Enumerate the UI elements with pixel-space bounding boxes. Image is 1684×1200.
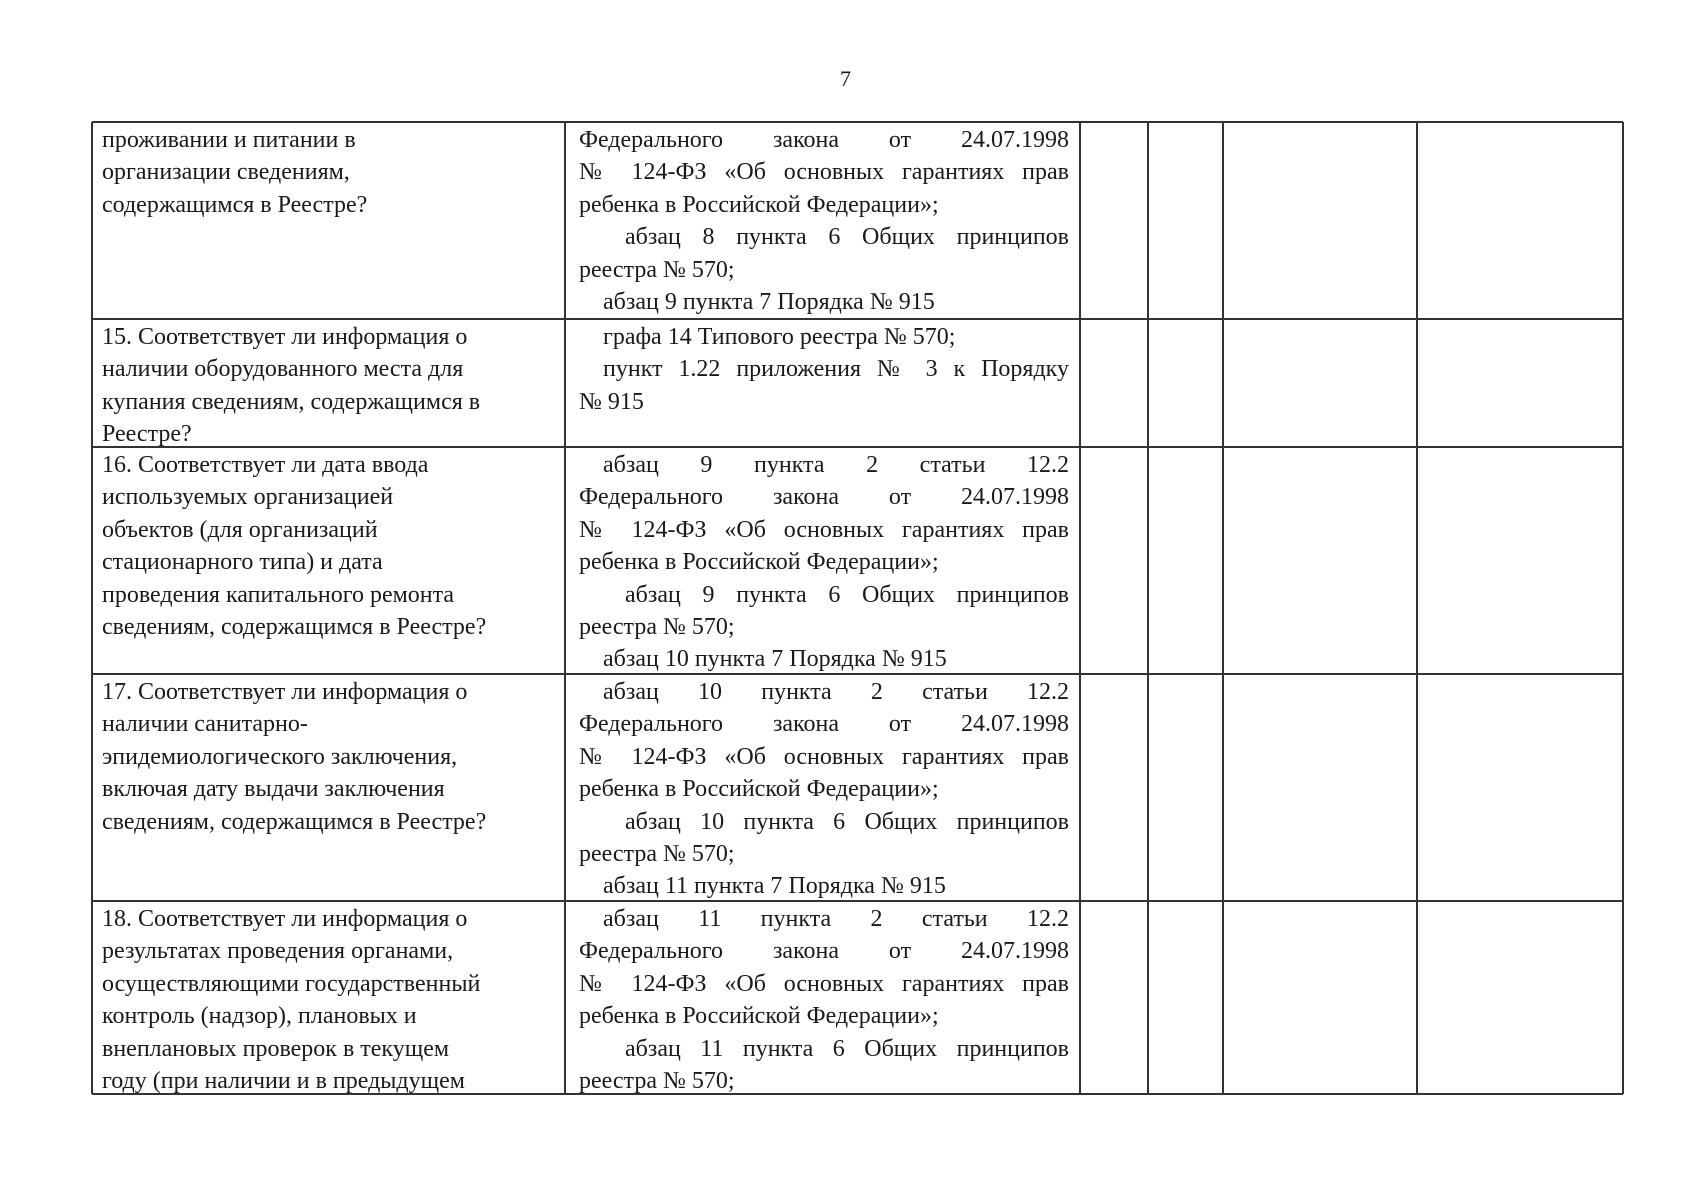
- question-line: проживании и питании в: [102, 127, 356, 153]
- question-line: сведениям, содержащимся в Реестре?: [102, 808, 487, 835]
- legal-basis-line: абзац 10 пункта 6 Общих принципов: [625, 808, 1069, 835]
- question-line: используемых организацией: [102, 484, 394, 511]
- legal-basis-line: № 124-ФЗ «Об основных гарантиях прав: [579, 159, 1069, 186]
- question-line: наличии оборудованного места для: [102, 356, 464, 383]
- row-divider: [92, 446, 1623, 448]
- question-cell: 18. Соответствует ли информация о результ…: [102, 903, 557, 1097]
- question-line: 15. Соответствует ли информация о: [102, 324, 468, 350]
- legal-basis-line: абзац 10 пункта 7 Порядка № 915: [603, 646, 947, 673]
- checklist-table: проживании и питании в организации сведен…: [91, 121, 1624, 1097]
- legal-basis-line: пункт 1.22 приложения № 3 к Порядку: [603, 356, 1069, 383]
- legal-basis-line: абзац 9 пункта 6 Общих принципов: [625, 581, 1069, 608]
- legal-basis-line: абзац 9 пункта 7 Порядка № 915: [603, 289, 935, 316]
- question-cell: проживании и питании в организации сведен…: [102, 124, 557, 221]
- question-line: году (при наличии и в предыдущем: [102, 1068, 465, 1095]
- legal-basis-line: Федерального закона от 24.07.1998: [579, 938, 1069, 965]
- legal-basis-line: реестра № 570;: [579, 1068, 735, 1095]
- legal-basis-line: графа 14 Типового реестра № 570;: [603, 324, 956, 350]
- column-divider: [1079, 122, 1081, 1094]
- row-divider: [92, 121, 1623, 123]
- legal-basis-cell: Федерального закона от 24.07.1998 № 124-Ф…: [579, 124, 1069, 318]
- legal-basis-line: ребенка в Российской Федерации»;: [579, 776, 939, 803]
- row-divider: [92, 318, 1623, 320]
- question-line: внеплановых проверок в текущем: [102, 1035, 450, 1062]
- legal-basis-line: реестра № 570;: [579, 614, 735, 641]
- legal-basis-cell: абзац 11 пункта 2 статьи 12.2 Федеральног…: [579, 903, 1069, 1097]
- question-cell: 17. Соответствует ли информация о наличии…: [102, 676, 557, 838]
- legal-basis-line: № 124-ФЗ «Об основных гарантиях прав: [579, 743, 1069, 770]
- legal-basis-line: № 124-ФЗ «Об основных гарантиях прав: [579, 516, 1069, 543]
- question-cell: 16. Соответствует ли дата ввода используе…: [102, 449, 557, 643]
- question-line: 16. Соответствует ли дата ввода: [102, 452, 429, 478]
- legal-basis-cell: абзац 10 пункта 2 статьи 12.2 Федеральног…: [579, 676, 1069, 903]
- legal-basis-line: реестра № 570;: [579, 841, 735, 868]
- legal-basis-line: Федерального закона от 24.07.1998: [579, 127, 1069, 153]
- column-divider: [91, 122, 93, 1094]
- question-line: Реестре?: [102, 421, 192, 448]
- legal-basis-line: абзац 10 пункта 2 статьи 12.2: [603, 679, 1069, 705]
- legal-basis-line: № 915: [579, 388, 644, 415]
- question-line: сведениям, содержащимся в Реестре?: [102, 614, 487, 641]
- row-divider: [92, 673, 1623, 675]
- question-line: включая дату выдачи заключения: [102, 776, 445, 803]
- question-line: эпидемиологического заключения,: [102, 743, 458, 770]
- legal-basis-line: ребенка в Российской Федерации»;: [579, 549, 939, 576]
- legal-basis-line: Федерального закона от 24.07.1998: [579, 484, 1069, 511]
- question-line: проведения капитального ремонта: [102, 581, 455, 608]
- question-cell: 15. Соответствует ли информация о наличии…: [102, 321, 557, 451]
- column-divider: [1147, 122, 1149, 1094]
- legal-basis-line: Федерального закона от 24.07.1998: [579, 711, 1069, 738]
- question-line: контроль (надзор), плановых и: [102, 1003, 417, 1030]
- question-line: результатах проведения органами,: [102, 938, 454, 965]
- legal-basis-line: ребенка в Российской Федерации»;: [579, 191, 939, 218]
- legal-basis-line: абзац 8 пункта 6 Общих принципов: [625, 224, 1069, 251]
- legal-basis-cell: абзац 9 пункта 2 статьи 12.2 Федерального…: [579, 449, 1069, 676]
- question-line: купания сведениям, содержащимся в: [102, 388, 481, 415]
- question-line: 18. Соответствует ли информация о: [102, 906, 468, 932]
- legal-basis-line: ребенка в Российской Федерации»;: [579, 1003, 939, 1030]
- legal-basis-line: реестра № 570;: [579, 256, 735, 283]
- legal-basis-line: абзац 11 пункта 2 статьи 12.2: [603, 906, 1069, 932]
- question-line: содержащимся в Реестре?: [102, 191, 368, 218]
- legal-basis-line: абзац 11 пункта 6 Общих принципов: [625, 1035, 1069, 1062]
- column-divider: [564, 122, 566, 1094]
- question-line: организации сведениям,: [102, 159, 350, 186]
- legal-basis-line: абзац 9 пункта 2 статьи 12.2: [603, 452, 1069, 478]
- question-line: наличии санитарно-: [102, 711, 308, 738]
- column-divider: [1222, 122, 1224, 1094]
- row-divider: [92, 1093, 1623, 1095]
- legal-basis-line: абзац 11 пункта 7 Порядка № 915: [603, 873, 946, 900]
- column-divider: [1622, 122, 1624, 1094]
- question-line: осуществляющими государственный: [102, 970, 481, 997]
- legal-basis-line: № 124-ФЗ «Об основных гарантиях прав: [579, 970, 1069, 997]
- page-number: 7: [840, 66, 851, 91]
- question-line: объектов (для организаций: [102, 516, 378, 543]
- question-line: стационарного типа) и дата: [102, 549, 383, 576]
- column-divider: [1416, 122, 1418, 1094]
- question-line: 17. Соответствует ли информация о: [102, 679, 468, 705]
- legal-basis-cell: графа 14 Типового реестра № 570; пункт 1.…: [579, 321, 1069, 418]
- row-divider: [92, 900, 1623, 902]
